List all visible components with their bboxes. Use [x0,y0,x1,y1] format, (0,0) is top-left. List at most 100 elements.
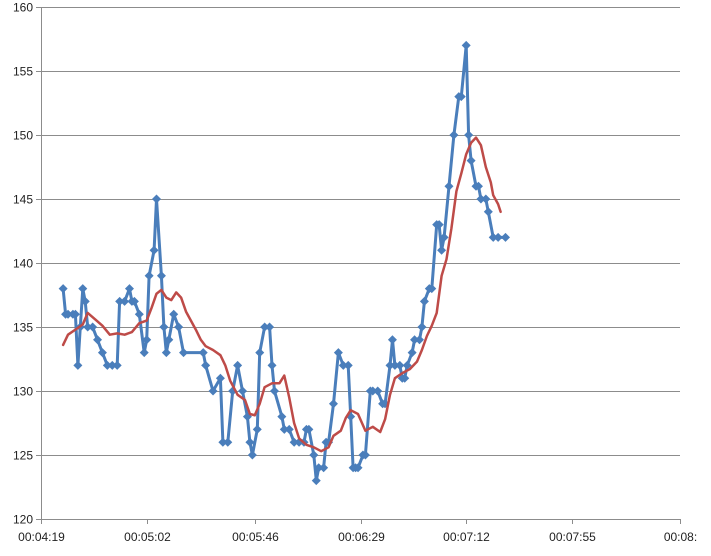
data-point-marker [80,296,90,306]
data-point-marker [97,348,107,358]
data-point-marker [142,335,152,345]
series-layer [58,40,511,486]
data-point-marker [265,322,275,332]
y-tick-label: 145 [13,193,33,207]
y-tick-label: 155 [13,65,33,79]
data-point-marker [139,348,149,358]
data-point-marker [93,335,103,345]
data-point-marker [449,130,459,140]
data-point-marker [402,360,412,370]
data-point-marker [395,360,405,370]
data-point-marker [159,322,169,332]
series-2-line [61,136,502,453]
data-point-marker [333,348,343,358]
data-point-marker [124,284,134,294]
data-point-marker [252,424,262,434]
x-axis: 00:04:19 00:05:02 00:05:46 00:06:29 00:07:12… [18,519,697,544]
data-point-marker [387,335,397,345]
data-point-marker [260,322,270,332]
data-point-marker [78,284,88,294]
data-point-marker [223,437,233,447]
data-point-marker [112,360,122,370]
data-point-marker [164,335,174,345]
data-point-marker [233,360,243,370]
data-point-marker [174,322,184,332]
data-point-marker [368,386,378,396]
data-point-marker [238,386,248,396]
data-point-marker [115,296,125,306]
y-tick-label: 120 [13,513,33,527]
data-point-marker [269,386,279,396]
data-point-marker [488,232,498,242]
data-point-marker [179,348,189,358]
data-point-marker [417,322,427,332]
data-point-marker [88,322,98,332]
data-point-marker [476,194,486,204]
y-tick-label: 140 [13,257,33,271]
data-point-marker [437,245,447,255]
grid-lines [41,7,680,456]
data-point-marker [156,271,166,281]
data-point-marker [328,399,338,409]
data-point-marker [501,232,511,242]
data-point-marker [414,335,424,345]
data-point-marker [208,386,218,396]
data-point-marker [343,360,353,370]
data-point-marker [277,412,287,422]
data-point-marker [255,348,265,358]
data-point-marker [360,450,370,460]
x-tick-label: 00:07:12 [443,530,490,544]
data-point-marker [353,463,363,473]
data-point-marker [390,360,400,370]
data-point-marker [434,220,444,230]
x-tick-label: 00:05:02 [124,530,171,544]
data-point-marker [461,40,471,50]
y-tick-label: 135 [13,321,33,335]
data-point-marker [129,296,139,306]
data-point-marker [338,360,348,370]
y-tick-label: 130 [13,385,33,399]
data-point-marker [279,424,289,434]
x-tick-label: 00:08: [664,530,697,544]
data-point-marker [456,92,466,102]
data-point-marker [102,360,112,370]
x-tick-label: 00:06:29 [338,530,385,544]
data-point-marker [385,360,395,370]
y-axis: 120 125 130 135 140 145 150 155 160 [13,1,42,527]
data-point-marker [144,271,154,281]
data-point-marker [152,194,162,204]
data-point-marker [70,309,80,319]
data-point-marker [73,360,83,370]
data-point-marker [493,232,503,242]
data-point-marker [481,194,491,204]
data-point-marker [247,450,257,460]
data-point-marker [134,309,144,319]
x-tick-label: 00:07:55 [549,530,596,544]
data-point-marker [464,130,474,140]
x-tick-label: 00:05:46 [232,530,279,544]
data-point-marker [407,348,417,358]
data-point-marker [120,296,130,306]
data-point-marker [267,360,277,370]
data-point-marker [218,437,228,447]
data-point-marker [309,450,319,460]
data-point-marker [373,386,383,396]
data-point-marker [466,156,476,166]
data-point-marker [289,437,299,447]
data-point-marker [201,360,211,370]
data-point-marker [444,181,454,191]
data-point-marker [410,335,420,345]
data-point-marker [58,284,68,294]
y-tick-label: 150 [13,129,33,143]
data-point-marker [311,476,321,486]
y-tick-label: 160 [13,1,33,15]
data-point-marker [439,232,449,242]
data-point-marker [215,373,225,383]
data-point-marker [319,463,329,473]
data-point-marker [198,348,208,358]
x-tick-label: 00:04:19 [18,530,65,544]
data-point-marker [419,296,429,306]
data-point-marker [161,348,171,358]
y-tick-label: 125 [13,449,33,463]
